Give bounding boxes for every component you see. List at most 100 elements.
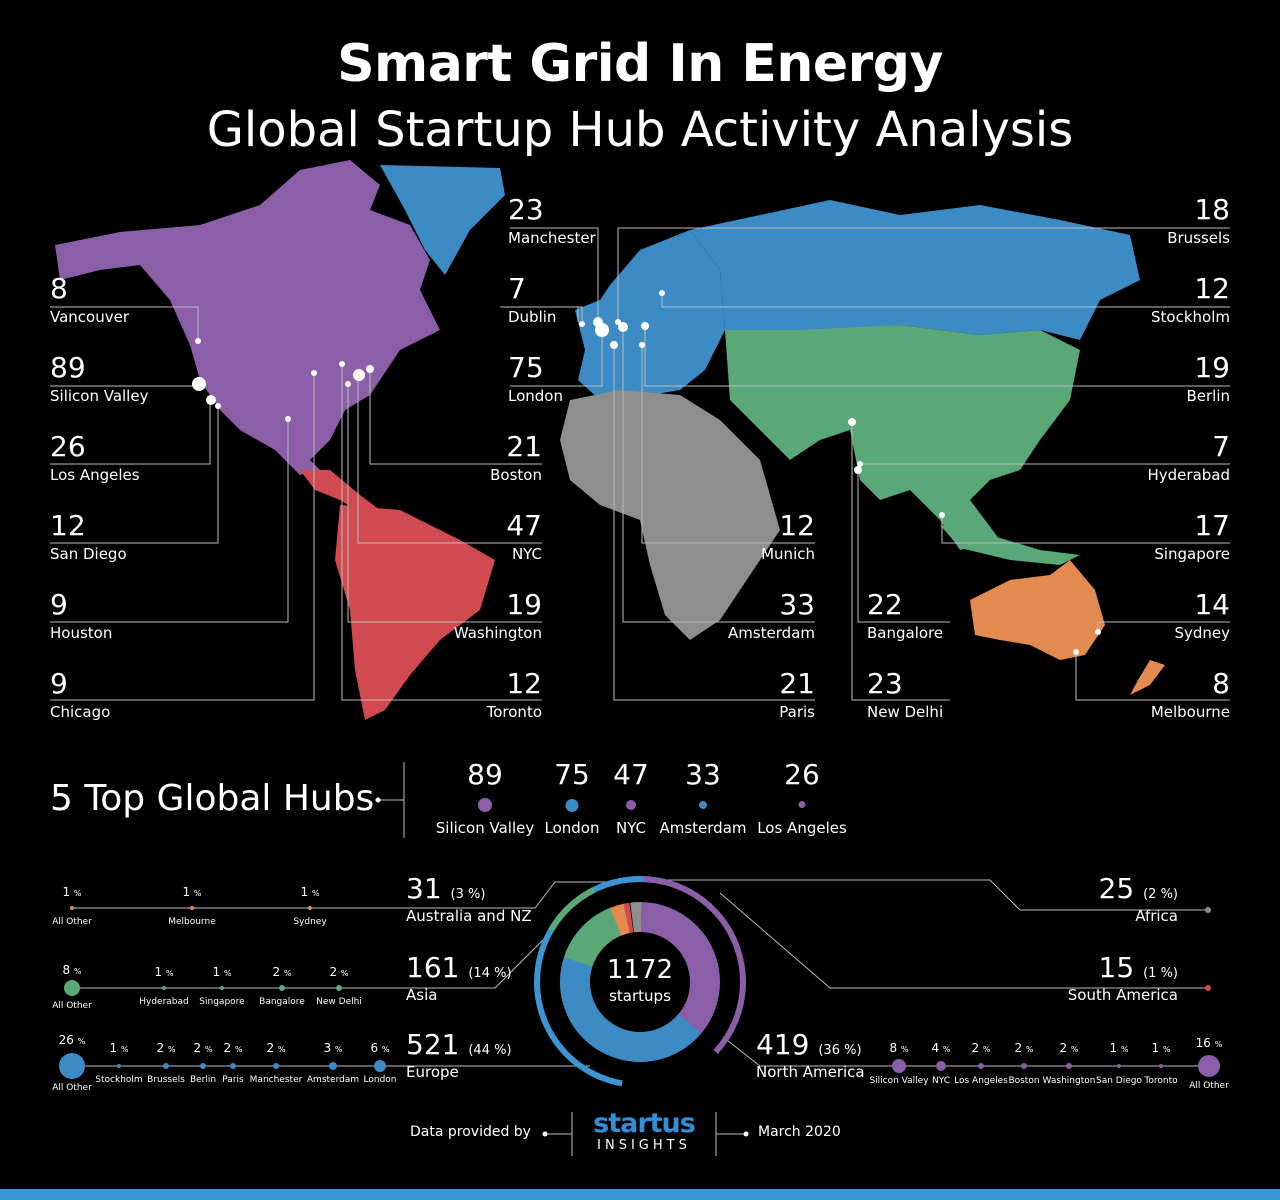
sub-pct: 2 % bbox=[156, 1041, 176, 1055]
australia-region bbox=[970, 560, 1105, 660]
sub-pct: 2 % bbox=[266, 1041, 286, 1055]
hub-silicon-valley: 89 Silicon Valley bbox=[50, 351, 149, 406]
sub-pct: 1 % bbox=[109, 1041, 129, 1055]
top-hub-2: 75 London bbox=[544, 758, 600, 837]
sub-label: Toronto bbox=[1144, 1076, 1178, 1086]
connector-lines bbox=[50, 227, 1230, 701]
top-hub-1: 89 Silicon Valley bbox=[435, 758, 535, 837]
sub-label: San Diego bbox=[1096, 1076, 1142, 1086]
greenland-region bbox=[380, 165, 505, 275]
total-startups: 1172 bbox=[606, 955, 674, 985]
total-startups-label: startups bbox=[609, 987, 671, 1005]
hub-houston: 9 Houston bbox=[50, 588, 113, 643]
region-africa: 25 (2 %) Africa bbox=[1098, 872, 1178, 925]
sub-label: All Other bbox=[52, 1083, 92, 1093]
top-hub-5: 26 Los Angeles bbox=[757, 758, 847, 837]
hub-bangalore: 22 Bangalore bbox=[867, 588, 944, 643]
sub-pct: 8 % bbox=[62, 963, 82, 977]
region-australia: 31 (3 %) Australia and NZ bbox=[406, 872, 532, 925]
hub-dublin: 7 Dublin bbox=[508, 272, 557, 327]
logo-bottom-text: INSIGHTS bbox=[597, 1138, 691, 1153]
page-title: Smart Grid In Energy bbox=[337, 34, 943, 94]
sub-pct: 2 % bbox=[193, 1041, 213, 1055]
top-hubs-title: 5 Top Global Hubs bbox=[50, 778, 375, 819]
region-asia: 161 (14 %) Asia bbox=[406, 951, 512, 1004]
hub-melbourne: 8 Melbourne bbox=[1150, 667, 1230, 722]
region-europe: 521 (44 %) Europe bbox=[406, 1028, 512, 1081]
hub-washington: 19 Washington bbox=[453, 588, 542, 643]
sub-label: Washington bbox=[1042, 1076, 1096, 1086]
top-hub-4: 33 Amsterdam bbox=[659, 758, 747, 837]
sub-pct: 2 % bbox=[1014, 1041, 1034, 1055]
sub-label: London bbox=[363, 1075, 397, 1085]
top-hub-3: 47 NYC bbox=[613, 758, 649, 837]
hub-singapore: 17 Singapore bbox=[1154, 509, 1230, 564]
sub-pct: 4 % bbox=[931, 1041, 951, 1055]
sub-pct: 1 % bbox=[62, 885, 82, 899]
sub-label: Sydney bbox=[293, 917, 327, 927]
subhub-dots bbox=[59, 906, 1220, 1079]
sub-label: Manchester bbox=[249, 1075, 303, 1085]
hub-manchester: 23 Manchester bbox=[508, 193, 596, 248]
region-north-america: 419 (36 %) North America bbox=[756, 1028, 865, 1081]
sub-pct: 1 % bbox=[1151, 1041, 1171, 1055]
sub-label: Brussels bbox=[147, 1075, 185, 1085]
hub-paris: 21 Paris bbox=[779, 667, 815, 722]
sub-pct: 2 % bbox=[971, 1041, 991, 1055]
sub-label: Amsterdam bbox=[306, 1075, 360, 1085]
report-date: March 2020 bbox=[758, 1124, 841, 1140]
sub-label: Bangalore bbox=[259, 997, 305, 1007]
sub-pct: 26 % bbox=[58, 1033, 86, 1047]
data-provided-text: Data provided by bbox=[410, 1124, 531, 1140]
sub-label: Boston bbox=[1008, 1076, 1040, 1086]
hub-munich: 12 Munich bbox=[761, 509, 815, 564]
logo-top-text: startus bbox=[593, 1108, 696, 1139]
sub-label: Paris bbox=[222, 1075, 244, 1085]
sub-label: Melbourne bbox=[168, 917, 216, 927]
sub-label: All Other bbox=[52, 1001, 92, 1011]
hub-nyc: 47 NYC bbox=[506, 509, 542, 564]
sub-label: NYC bbox=[931, 1076, 951, 1086]
sub-label: All Other bbox=[1189, 1081, 1229, 1091]
hub-boston: 21 Boston bbox=[490, 430, 542, 485]
sub-pct: 2 % bbox=[223, 1041, 243, 1055]
hub-dots bbox=[192, 290, 1101, 655]
sub-pct: 16 % bbox=[1195, 1036, 1223, 1050]
hub-berlin: 19 Berlin bbox=[1186, 351, 1230, 406]
sub-pct: 6 % bbox=[370, 1041, 390, 1055]
hub-chicago: 9 Chicago bbox=[50, 667, 111, 722]
hub-new-delhi: 23 New Delhi bbox=[867, 667, 944, 722]
region-south-america: 15 (1 %) South America bbox=[1067, 951, 1178, 1004]
hub-stockholm: 12 Stockholm bbox=[1151, 272, 1230, 327]
sub-label: Singapore bbox=[199, 997, 245, 1007]
sub-pct: 8 % bbox=[889, 1041, 909, 1055]
north-america-region bbox=[55, 160, 440, 475]
sub-pct: 3 % bbox=[323, 1041, 343, 1055]
sub-pct: 1 % bbox=[1109, 1041, 1129, 1055]
sub-pct: 1 % bbox=[182, 885, 202, 899]
sub-label: Hyderabad bbox=[139, 997, 189, 1007]
sub-label: Silicon Valley bbox=[869, 1076, 929, 1086]
hub-london: 75 London bbox=[508, 351, 563, 406]
bottom-accent-bar bbox=[0, 1189, 1280, 1200]
south-america-region bbox=[335, 505, 495, 720]
footer-lines bbox=[545, 1112, 746, 1156]
asia-region bbox=[725, 325, 1080, 550]
sub-pct: 1 % bbox=[154, 965, 174, 979]
sub-pct: 2 % bbox=[272, 965, 292, 979]
hub-toronto: 12 Toronto bbox=[486, 667, 542, 722]
europe-region bbox=[575, 230, 725, 400]
hub-vancouver: 8 Vancouver bbox=[50, 272, 129, 327]
sub-pct: 1 % bbox=[300, 885, 320, 899]
sub-label: Los Angeles bbox=[954, 1076, 1008, 1086]
top-hubs-bracket bbox=[380, 762, 405, 838]
hub-amsterdam: 33 Amsterdam bbox=[727, 588, 815, 643]
sub-label: Berlin bbox=[189, 1075, 217, 1085]
sub-pct: 2 % bbox=[329, 965, 349, 979]
sub-pct: 1 % bbox=[212, 965, 232, 979]
hub-brussels: 18 Brussels bbox=[1167, 193, 1230, 248]
sub-pct: 2 % bbox=[1059, 1041, 1079, 1055]
hub-sydney: 14 Sydney bbox=[1174, 588, 1230, 643]
sub-label: New Delhi bbox=[316, 997, 362, 1007]
